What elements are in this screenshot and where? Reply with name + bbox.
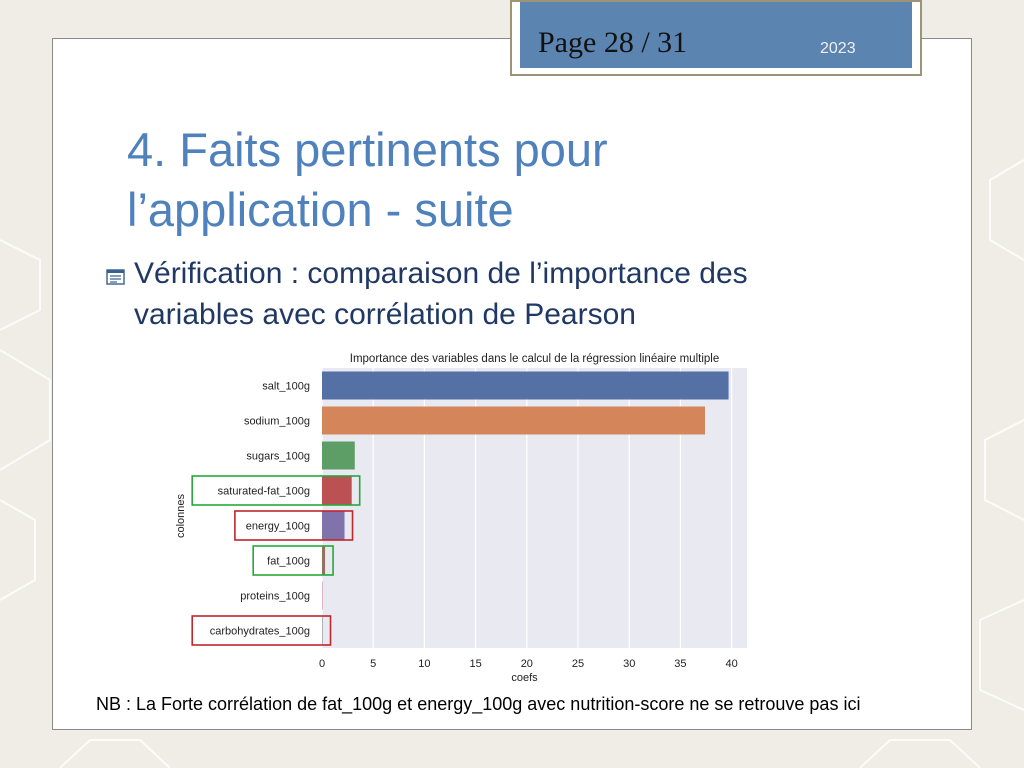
bullet-line-1: Vérification : comparaison de l’importan… bbox=[134, 257, 748, 290]
category-label: energy_100g bbox=[246, 521, 310, 533]
highlight-green-box bbox=[191, 475, 361, 506]
x-axis-label: coefs bbox=[511, 672, 538, 684]
chart-title: Importance des variables dans le calcul … bbox=[350, 353, 719, 365]
slide-title-line-2: l’application - suite bbox=[127, 183, 514, 236]
bar-sugars_100g bbox=[322, 441, 355, 470]
bar-fat_100g bbox=[322, 546, 326, 575]
bullet-text: Vérification : comparaison de l’importan… bbox=[134, 253, 894, 335]
x-tick-label: 10 bbox=[418, 658, 430, 670]
bar-salt_100g bbox=[322, 371, 729, 400]
bar-proteins_100g bbox=[322, 581, 323, 610]
page-year: 2023 bbox=[820, 40, 856, 57]
category-label: sugars_100g bbox=[246, 451, 310, 463]
page-number: Page 28 / 31 bbox=[538, 26, 688, 59]
bar-energy_100g bbox=[322, 511, 345, 540]
bullet-line-2: variables avec corrélation de Pearson bbox=[134, 298, 636, 331]
bar-sodium_100g bbox=[322, 406, 706, 435]
x-tick-label: 20 bbox=[521, 658, 533, 670]
slide-title-line-1: 4. Faits pertinents pour bbox=[127, 123, 608, 176]
category-label: fat_100g bbox=[267, 556, 310, 568]
x-tick-label: 35 bbox=[674, 658, 686, 670]
x-tick-label: 30 bbox=[623, 658, 635, 670]
note-icon bbox=[106, 269, 125, 285]
page-indicator: Page 28 / 31 2023 bbox=[510, 0, 922, 76]
category-label: sodium_100g bbox=[244, 416, 310, 428]
x-tick-label: 0 bbox=[319, 658, 325, 670]
bar-chart: Importance des variables dans le calcul … bbox=[175, 353, 747, 684]
x-tick-label: 15 bbox=[469, 658, 481, 670]
x-tick-label: 5 bbox=[370, 658, 376, 670]
x-tick-label: 25 bbox=[572, 658, 584, 670]
y-axis-label: colonnes bbox=[175, 493, 187, 538]
highlight-red-box bbox=[191, 615, 332, 646]
category-label: saturated-fat_100g bbox=[218, 486, 310, 498]
x-tick-label: 40 bbox=[726, 658, 738, 670]
bar-carbohydrates_100g bbox=[322, 616, 323, 645]
footnote: NB : La Forte corrélation de fat_100g et… bbox=[96, 694, 861, 714]
category-label: carbohydrates_100g bbox=[210, 626, 310, 638]
category-label: salt_100g bbox=[262, 381, 310, 393]
highlight-red-box bbox=[234, 510, 354, 541]
bar-saturated-fat_100g bbox=[322, 476, 352, 505]
category-label: proteins_100g bbox=[240, 591, 310, 603]
highlight-green-box bbox=[252, 545, 334, 576]
slide-title: 4. Faits pertinents pour l’application -… bbox=[127, 120, 827, 240]
page-indicator-fill: Page 28 / 31 2023 bbox=[520, 2, 912, 68]
